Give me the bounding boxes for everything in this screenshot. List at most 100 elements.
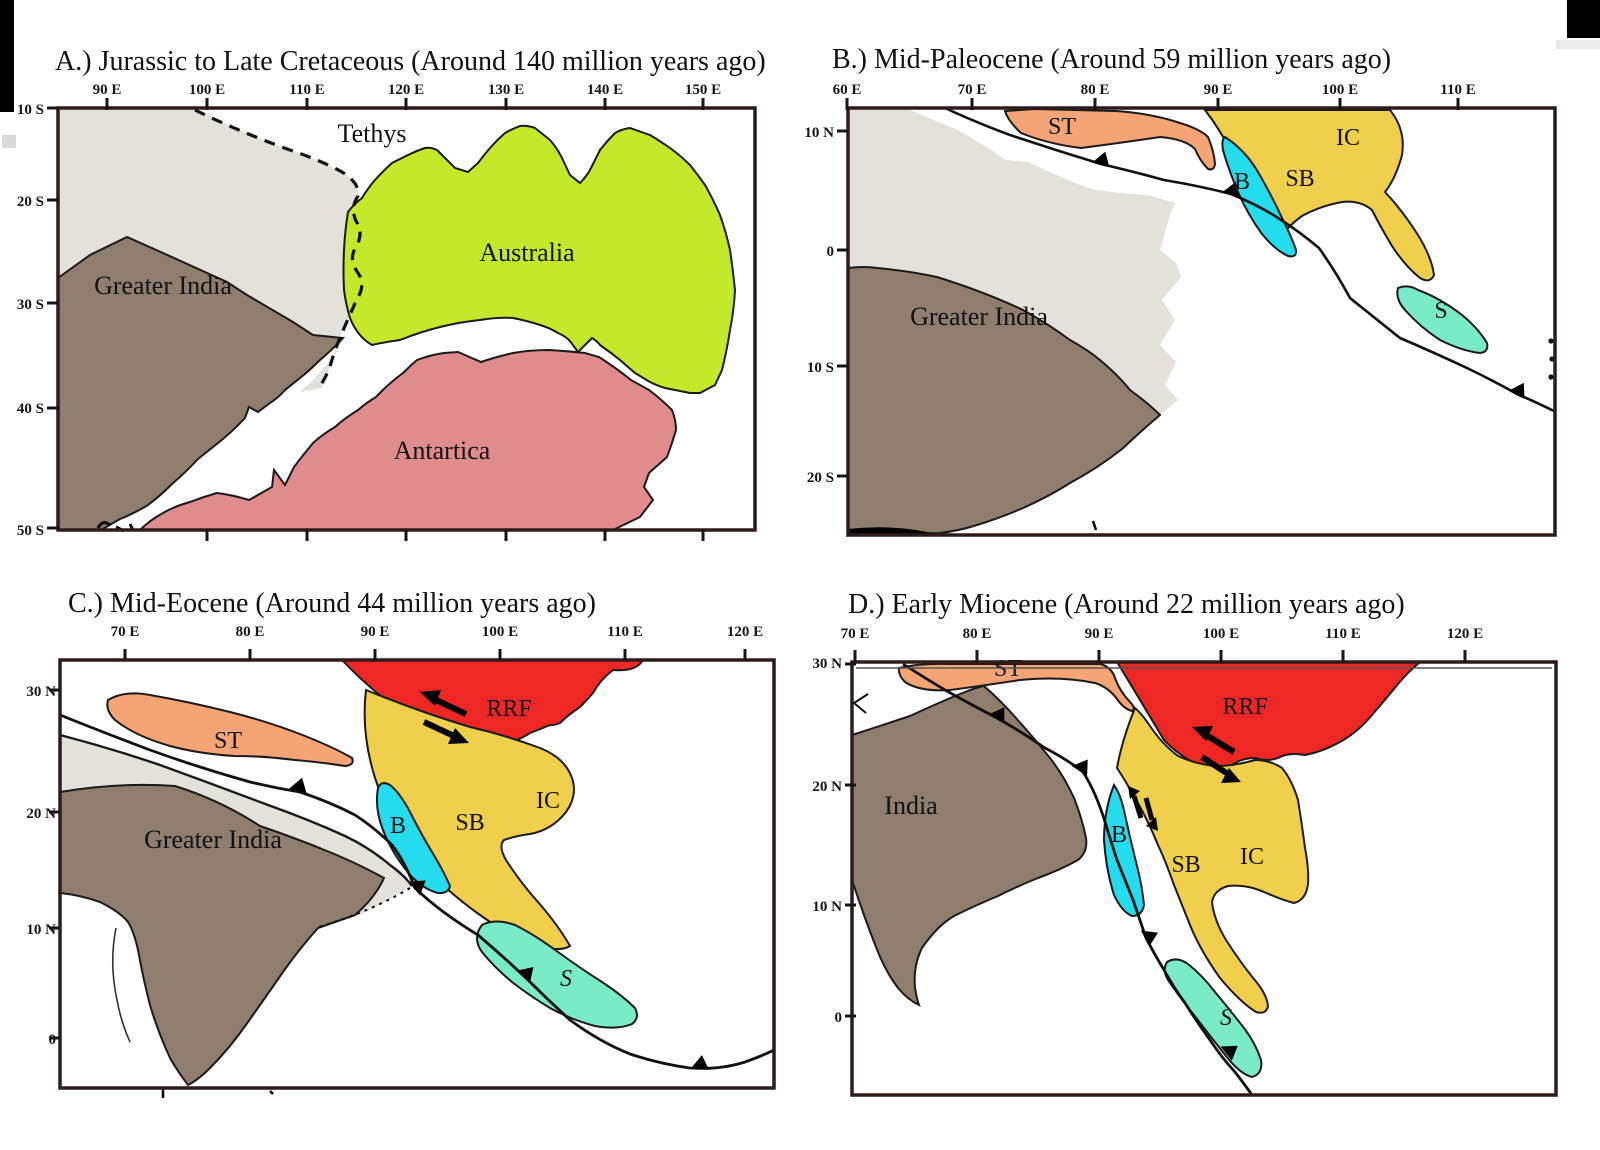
tick-marks <box>105 98 705 541</box>
trench-tooth <box>690 1054 710 1070</box>
screen-artifact-topright-gray <box>1556 40 1600 49</box>
x-tick-label: 110 E <box>1440 82 1475 98</box>
panel-b-y-axis: 10 N 0 10 S 20 S <box>804 125 848 486</box>
x-tick-label: 110 E <box>289 82 324 98</box>
trench-tooth <box>1140 923 1162 947</box>
label-s-c: S <box>560 966 572 992</box>
label-ic-b: IC <box>1336 125 1360 151</box>
india-landmass-d <box>851 684 1088 1007</box>
panel-d-frame <box>850 660 1558 1097</box>
y-tick-label: 10 N <box>26 922 56 938</box>
label-greater-india-a: Greater India <box>94 271 232 300</box>
tick-marks <box>837 129 848 478</box>
y-tick-label: 40 S <box>17 401 44 417</box>
y-tick-label: 0 <box>49 1032 57 1048</box>
x-tick-label: 120 E <box>388 82 424 98</box>
greater-india-extended-margin-c <box>60 735 412 928</box>
y-tick-label: 10 S <box>807 360 834 376</box>
strike-slip-arrows-sagaing-d <box>1128 786 1158 831</box>
tick-marks <box>123 649 747 660</box>
trench-tooth <box>1508 378 1531 399</box>
x-tick-label: 100 E <box>482 624 518 640</box>
x-tick-label: 90 E <box>93 82 122 98</box>
x-tick-label: 70 E <box>111 624 140 640</box>
y-tick-label: 0 <box>827 244 835 260</box>
coast-blob-bottom-left-b <box>848 527 938 534</box>
y-tick-label: 20 N <box>26 806 56 822</box>
label-s-d: S <box>1220 1005 1232 1031</box>
tick-marks <box>853 650 1467 662</box>
label-st-d: ST <box>994 656 1022 682</box>
x-tick-label: 80 E <box>963 626 992 642</box>
subduction-trench-c <box>59 713 775 1070</box>
label-sb-d: SB <box>1171 852 1200 878</box>
panel-a-x-axis: 90 E 100 E 110 E 120 E 130 E 140 E 150 E <box>93 82 721 541</box>
label-greater-india-c: Greater India <box>144 825 282 854</box>
antarctica-landmass <box>137 348 678 531</box>
panel-d-x-axis: 70 E 80 E 90 E 100 E 110 E 120 E <box>841 626 1483 662</box>
greater-india-craton-a <box>57 235 346 531</box>
label-sb-c: SB <box>455 810 484 836</box>
y-tick-label: 20 S <box>807 470 834 486</box>
label-antartica: Antartica <box>394 436 491 465</box>
tick-marks <box>49 688 60 1040</box>
label-greater-india-b: Greater India <box>910 302 1048 331</box>
x-tick-label: 120 E <box>727 624 763 640</box>
tick-marks <box>47 106 58 530</box>
panel-b-frame <box>846 106 1557 537</box>
label-sb-b: SB <box>1285 166 1314 192</box>
greater-india-craton-b <box>847 266 1162 537</box>
x-tick-label: 130 E <box>488 82 524 98</box>
x-tick-label: 100 E <box>189 82 225 98</box>
x-tick-label: 110 E <box>1325 626 1360 642</box>
small-marks-c <box>161 1089 274 1098</box>
label-rrf-d: RRF <box>1222 694 1267 720</box>
y-tick-label: 10 N <box>812 899 842 915</box>
panel-a-title: A.) Jurassic to Late Cretaceous (Around … <box>55 46 766 77</box>
label-s-b: S <box>1434 298 1447 324</box>
panel-b-title: B.) Mid-Paleocene (Around 59 million yea… <box>832 44 1391 75</box>
label-india-d: India <box>884 791 938 820</box>
label-ic-c: IC <box>536 788 560 814</box>
screen-artifact-topleft-gray <box>2 135 16 148</box>
label-ic-d: IC <box>1240 844 1264 870</box>
panel-b: B.) Mid-Paleocene (Around 59 million yea… <box>804 44 1557 537</box>
trench-tooth <box>1071 754 1095 776</box>
panel-b-x-axis: 60 E 70 E 80 E 90 E 100 E 110 E <box>833 82 1476 110</box>
sumatra-terrane-s-c <box>476 920 638 1029</box>
burma-terrane-b-c <box>375 782 452 895</box>
panel-a: A.) Jurassic to Late Cretaceous (Around … <box>17 46 766 541</box>
x-tick-label: 80 E <box>236 624 265 640</box>
x-tick-label: 70 E <box>958 82 987 98</box>
y-tick-label: 10 S <box>17 102 44 118</box>
australia-landmass <box>342 124 737 394</box>
panel-c-y-axis: 30 N 20 N 10 N 0 <box>26 684 60 1048</box>
label-st-c: ST <box>214 728 242 754</box>
greater-india-coast-c <box>59 733 413 887</box>
x-tick-label: 100 E <box>1203 626 1239 642</box>
small-mark-b <box>1091 520 1098 531</box>
screen-artifact-topleft-black <box>0 0 14 112</box>
panel-c: C.) Mid-Eocene (Around 44 million years … <box>26 588 776 1098</box>
greater-india-craton-c <box>59 783 386 1087</box>
greater-india-extended-margin-b <box>848 108 1181 415</box>
y-tick-label: 50 S <box>17 523 44 539</box>
panel-a-y-axis: 10 S 20 S 30 S 40 S 50 S <box>17 102 58 539</box>
panel-c-frame <box>58 658 776 1090</box>
tick-marks <box>845 662 856 1018</box>
greater-india-dotted-margin-c <box>317 887 411 928</box>
label-tethys: Tethys <box>338 119 407 148</box>
x-tick-label: 140 E <box>587 82 623 98</box>
sibumasu-terrane-st-b <box>1003 107 1217 171</box>
red-river-block-rrf-d <box>1115 661 1423 769</box>
indochina-sibumasu-yellow-d <box>1115 706 1310 1014</box>
y-tick-label: 20 N <box>812 779 842 795</box>
x-tick-label: 90 E <box>361 624 390 640</box>
x-tick-label: 70 E <box>841 626 870 642</box>
burma-terrane-b-d <box>1102 782 1146 918</box>
strike-slip-arrows-rrf-c <box>420 690 469 744</box>
label-st-b: ST <box>1048 114 1076 140</box>
sibumasu-terrane-st-c <box>106 692 354 768</box>
x-tick-label: 120 E <box>1447 626 1483 642</box>
